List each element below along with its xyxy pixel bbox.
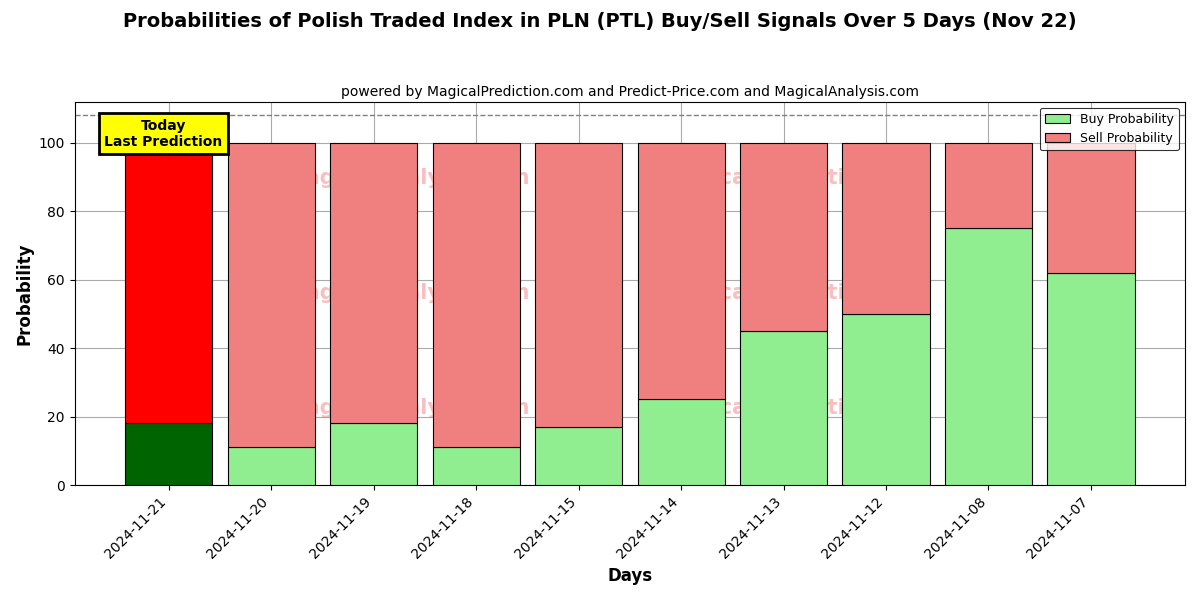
Bar xyxy=(637,143,725,400)
Bar xyxy=(228,448,314,485)
Text: MagicalAnalysis.com: MagicalAnalysis.com xyxy=(286,283,530,304)
Bar xyxy=(228,143,314,448)
Legend: Buy Probability, Sell Probability: Buy Probability, Sell Probability xyxy=(1040,108,1178,150)
Bar xyxy=(842,143,930,314)
Bar xyxy=(535,427,622,485)
Text: Probabilities of Polish Traded Index in PLN (PTL) Buy/Sell Signals Over 5 Days (: Probabilities of Polish Traded Index in … xyxy=(124,12,1076,31)
Y-axis label: Probability: Probability xyxy=(16,242,34,344)
Bar xyxy=(842,314,930,485)
Bar xyxy=(740,143,827,331)
Bar xyxy=(944,143,1032,228)
Bar xyxy=(637,400,725,485)
Bar xyxy=(432,143,520,448)
Text: MagicalAnalysis.com: MagicalAnalysis.com xyxy=(286,398,530,418)
Bar xyxy=(432,448,520,485)
Title: powered by MagicalPrediction.com and Predict-Price.com and MagicalAnalysis.com: powered by MagicalPrediction.com and Pre… xyxy=(341,85,919,99)
Bar xyxy=(330,143,418,424)
Bar xyxy=(1048,143,1134,273)
Bar xyxy=(330,424,418,485)
Bar xyxy=(944,228,1032,485)
Text: MagicalPrediction.com: MagicalPrediction.com xyxy=(662,283,930,304)
Bar xyxy=(1048,273,1134,485)
Text: Today
Last Prediction: Today Last Prediction xyxy=(104,119,223,149)
Bar xyxy=(125,143,212,424)
Text: MagicalAnalysis.com: MagicalAnalysis.com xyxy=(286,168,530,188)
Text: MagicalPrediction.com: MagicalPrediction.com xyxy=(662,398,930,418)
Bar xyxy=(740,331,827,485)
X-axis label: Days: Days xyxy=(607,567,653,585)
Bar xyxy=(535,143,622,427)
Text: MagicalPrediction.com: MagicalPrediction.com xyxy=(662,168,930,188)
Bar xyxy=(125,424,212,485)
